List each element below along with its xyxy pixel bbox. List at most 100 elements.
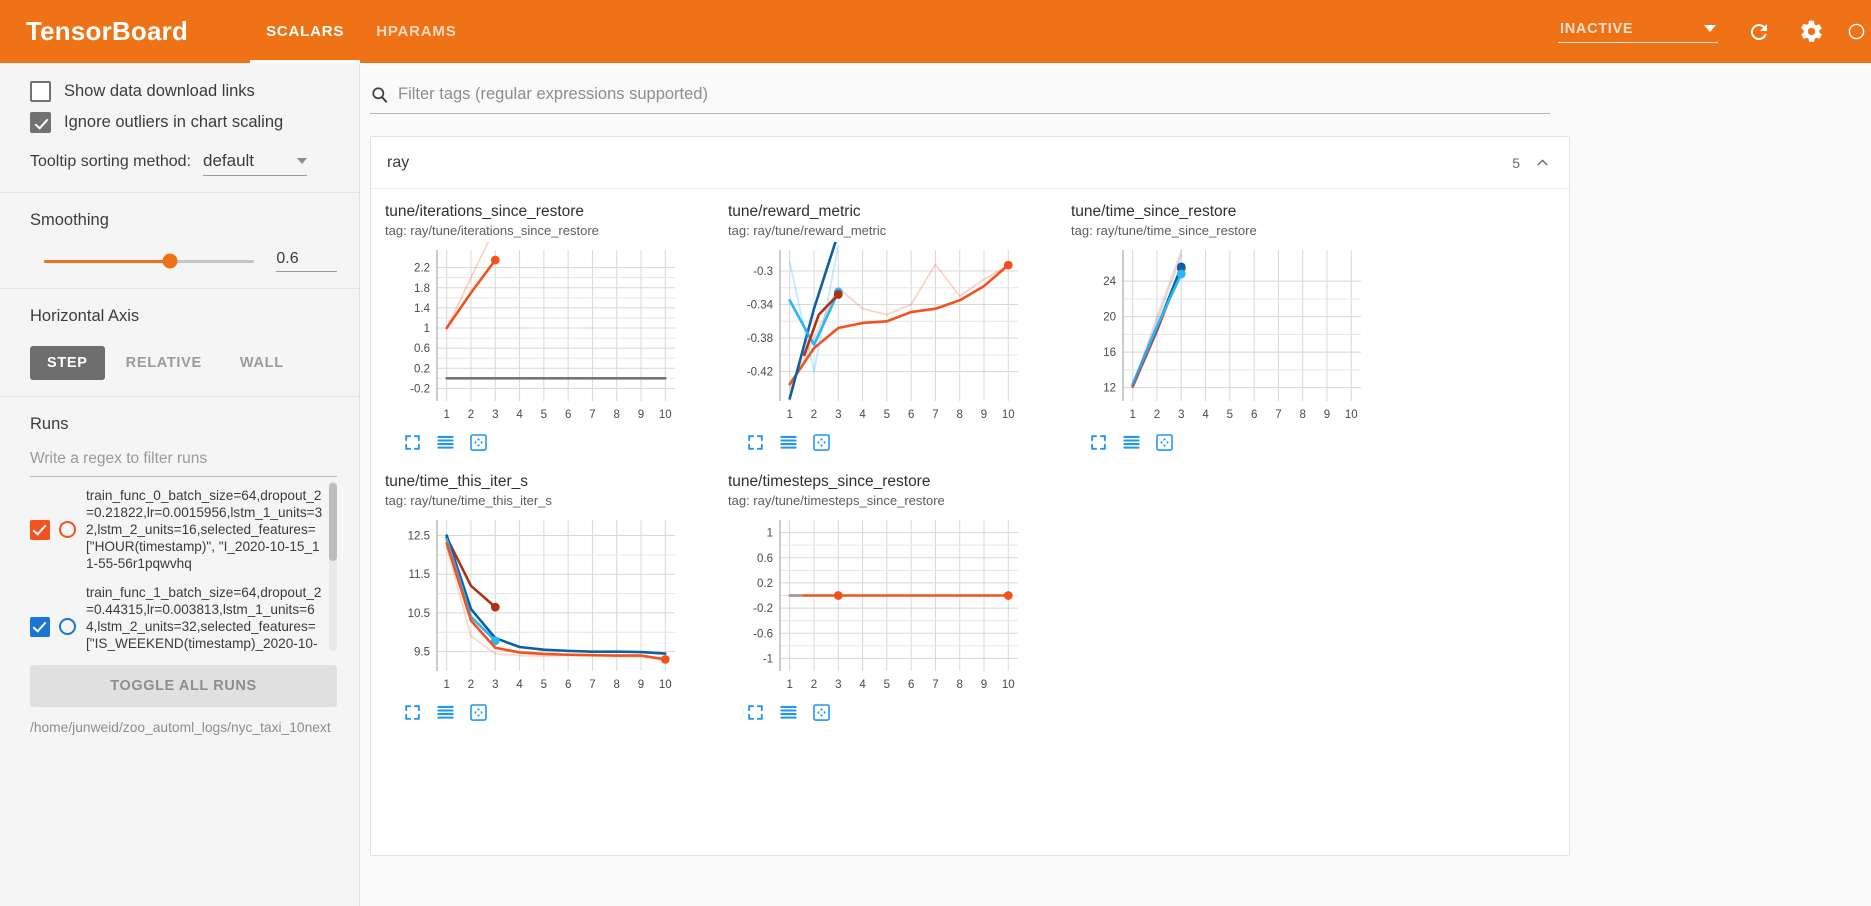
x-axis-tick-label: 3 [492, 679, 498, 691]
run-checkbox[interactable] [30, 519, 50, 540]
y-axis-tick-label: -0.38 [747, 333, 773, 345]
run-color-ring[interactable] [59, 521, 76, 538]
chart-endpoint-marker [1176, 262, 1186, 272]
y-axis-tick-label: 0.2 [757, 578, 773, 590]
data-series-icon[interactable] [779, 433, 798, 457]
chart-title: tune/timesteps_since_restore [728, 473, 931, 490]
chart-card: tune/time_this_iter_s tag: ray/tune/time_… [385, 473, 728, 727]
chart-tag: tag: ray/tune/iterations_since_restore [385, 223, 599, 238]
x-axis-tick-label: 1 [1130, 409, 1136, 421]
smoothing-section: Smoothing 0.6 [0, 193, 359, 289]
data-series-icon[interactable] [779, 703, 798, 727]
x-axis-tick-label: 4 [859, 679, 866, 691]
x-axis-tick-label: 4 [516, 409, 523, 421]
fit-domain-icon[interactable] [469, 433, 488, 457]
run-checkbox[interactable] [30, 616, 50, 637]
x-axis-tick-label: 4 [516, 679, 523, 691]
x-axis-tick-label: 5 [884, 679, 890, 691]
y-axis-tick-label: 1 [424, 323, 430, 335]
expand-icon[interactable] [746, 433, 765, 457]
page-body: Show data download links Ignore outliers… [0, 63, 1871, 906]
chart-series-line [445, 534, 667, 655]
chart-plot[interactable]: -0.42 -0.38 -0.34 -0.3 1 2 3 4 5 6 7 8 9 10 [728, 242, 1028, 427]
runs-filter-input[interactable]: Write a regex to filter runs [30, 446, 337, 477]
sidebar: Show data download links Ignore outliers… [0, 63, 360, 906]
reload-status-select[interactable]: INACTIVE [1558, 21, 1718, 43]
x-axis-tick-label: 6 [565, 679, 571, 691]
chart-endpoint-marker [490, 255, 500, 265]
y-axis-tick-label: 2.2 [414, 263, 430, 275]
x-axis-tick-label: 5 [541, 409, 547, 421]
x-axis-tick-label: 5 [884, 409, 890, 421]
toggle-all-runs-button[interactable]: TOGGLE ALL RUNS [30, 665, 337, 707]
runs-list[interactable]: train_func_0_batch_size=64,dropout_2=0.2… [30, 481, 337, 651]
smoothing-slider[interactable] [44, 253, 255, 269]
chart-series-line [445, 546, 667, 662]
y-axis-tick-label: 0.6 [757, 553, 773, 565]
settings-button[interactable] [1796, 17, 1826, 47]
tab-hparams[interactable]: HPARAMS [360, 0, 472, 63]
fit-domain-icon[interactable] [812, 703, 831, 727]
x-axis-tick-label: 1 [444, 409, 450, 421]
expand-icon[interactable] [746, 703, 765, 727]
y-axis-tick-label: 1 [767, 528, 773, 540]
tab-scalars[interactable]: SCALARS [250, 0, 361, 63]
run-markers [30, 519, 76, 540]
expand-icon[interactable] [403, 703, 422, 727]
list-item[interactable]: train_func_1_batch_size=64,dropout_2=0.4… [30, 578, 323, 651]
chart-plot[interactable]: 9.5 10.5 11.5 12.5 1 2 3 4 5 6 7 8 9 10 [385, 512, 685, 697]
tag-filter[interactable]: Filter tags (regular expressions support… [370, 85, 1550, 114]
runs-scrollbar[interactable] [329, 481, 337, 651]
chart-series-line [445, 242, 490, 329]
y-axis-tick-label: 20 [1103, 312, 1116, 324]
chart-series-line [788, 242, 837, 400]
chart-series-line [788, 263, 1010, 386]
y-axis-tick-label: -1 [763, 653, 773, 665]
help-icon [1848, 23, 1865, 40]
x-axis-tick-label: 7 [932, 409, 938, 421]
fit-domain-icon[interactable] [1155, 433, 1174, 457]
chart-endpoint-marker [1176, 269, 1186, 279]
show-download-links-row[interactable]: Show data download links [30, 81, 337, 102]
x-axis-tick-label: 6 [908, 409, 914, 421]
data-series-icon[interactable] [436, 433, 455, 457]
list-item[interactable]: train_func_0_batch_size=64,dropout_2=0.2… [30, 481, 323, 578]
x-axis-tick-label: 9 [981, 679, 987, 691]
data-series-icon[interactable] [436, 703, 455, 727]
refresh-button[interactable] [1744, 17, 1774, 47]
chart-endpoint-marker [1003, 260, 1013, 270]
smoothing-value[interactable]: 0.6 [276, 250, 337, 272]
fit-domain-icon[interactable] [812, 433, 831, 457]
reload-status-value: INACTIVE [1560, 20, 1634, 37]
horizontal-axis-title: Horizontal Axis [30, 307, 140, 325]
expand-icon[interactable] [403, 433, 422, 457]
axis-option-step[interactable]: STEP [30, 346, 105, 380]
ignore-outliers-checkbox[interactable] [30, 112, 51, 133]
top-app-bar: TensorBoard SCALARS HPARAMS INACTIVE [0, 0, 1871, 63]
tooltip-sorting-label: Tooltip sorting method: [30, 153, 191, 170]
data-series-icon[interactable] [1122, 433, 1141, 457]
y-axis-tick-label: -0.34 [747, 300, 774, 312]
display-options-section: Show data download links Ignore outliers… [0, 63, 359, 193]
smoothing-slider-knob[interactable] [162, 253, 178, 269]
help-button[interactable] [1848, 17, 1865, 47]
axis-option-wall[interactable]: WALL [239, 355, 284, 371]
chart-plot[interactable]: -1 -0.6 -0.2 0.2 0.6 1 1 2 3 4 5 6 7 8 9 10 [728, 512, 1028, 697]
chart-plot[interactable]: -0.2 0.2 0.6 1 1.4 1.8 2.2 1 2 3 4 5 6 7 8 9 10 [385, 242, 685, 427]
tag-group-header[interactable]: ray 5 [371, 137, 1569, 189]
tooltip-sorting-select[interactable]: default [202, 151, 307, 176]
expand-icon[interactable] [1089, 433, 1108, 457]
chart-series-line [788, 290, 840, 347]
logdir-path: /home/junweid/zoo_automl_logs/nyc_taxi_1… [30, 720, 331, 735]
runs-section: Runs Write a regex to filter runs [0, 397, 359, 481]
ignore-outliers-row[interactable]: Ignore outliers in chart scaling [30, 112, 337, 133]
fit-domain-icon[interactable] [469, 703, 488, 727]
show-download-links-checkbox[interactable] [30, 81, 51, 102]
axis-option-relative[interactable]: RELATIVE [125, 355, 202, 371]
run-color-ring[interactable] [59, 618, 76, 635]
x-axis-tick-label: 1 [787, 409, 793, 421]
runs-scrollbar-thumb[interactable] [329, 483, 337, 561]
x-axis-tick-label: 3 [1178, 409, 1184, 421]
chevron-up-icon[interactable] [1534, 154, 1551, 171]
